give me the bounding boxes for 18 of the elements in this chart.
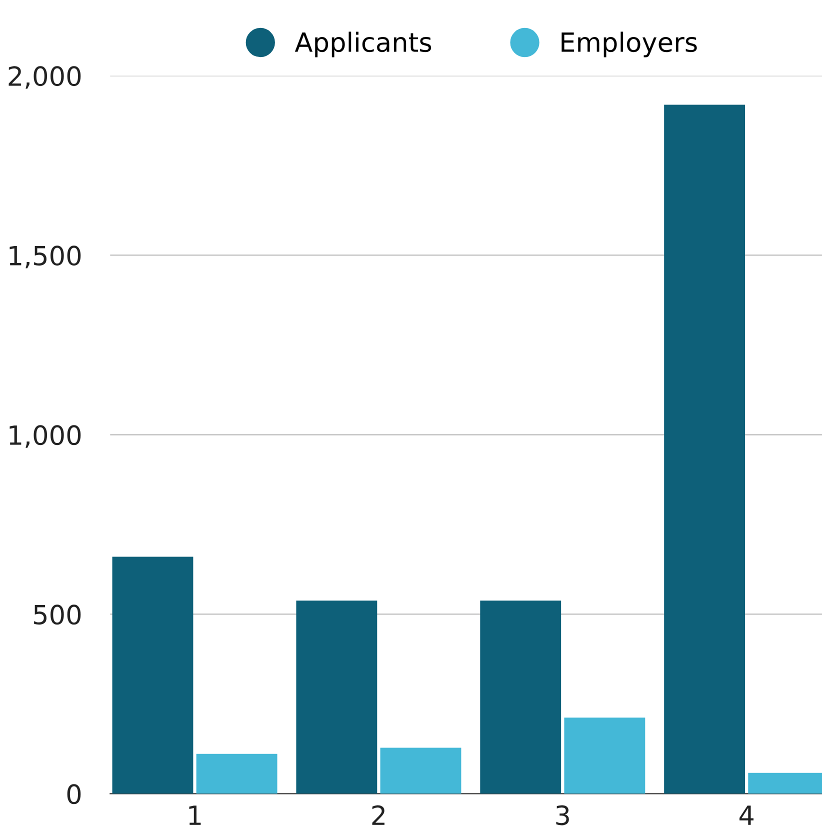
y-tick-label: 2,000 xyxy=(8,66,81,89)
bar xyxy=(196,754,278,794)
bar xyxy=(664,104,746,794)
bar xyxy=(296,600,378,794)
bar xyxy=(564,718,646,794)
legend-label: Applicants xyxy=(294,32,432,58)
bar xyxy=(480,600,562,794)
y-tick-label: 0 xyxy=(67,784,81,804)
x-tick-label: 2 xyxy=(372,805,384,825)
y-tick-label: 500 xyxy=(34,604,81,625)
x-tick-label: 3 xyxy=(556,805,569,826)
y-tick-label: 1,000 xyxy=(10,425,81,448)
x-tick-label: 1 xyxy=(189,806,201,825)
legend-label: Employers xyxy=(562,32,697,58)
y-tick-label: 1,500 xyxy=(10,246,81,268)
bar xyxy=(380,748,462,794)
x-tick-label: 4 xyxy=(739,806,754,825)
bar xyxy=(112,556,194,794)
